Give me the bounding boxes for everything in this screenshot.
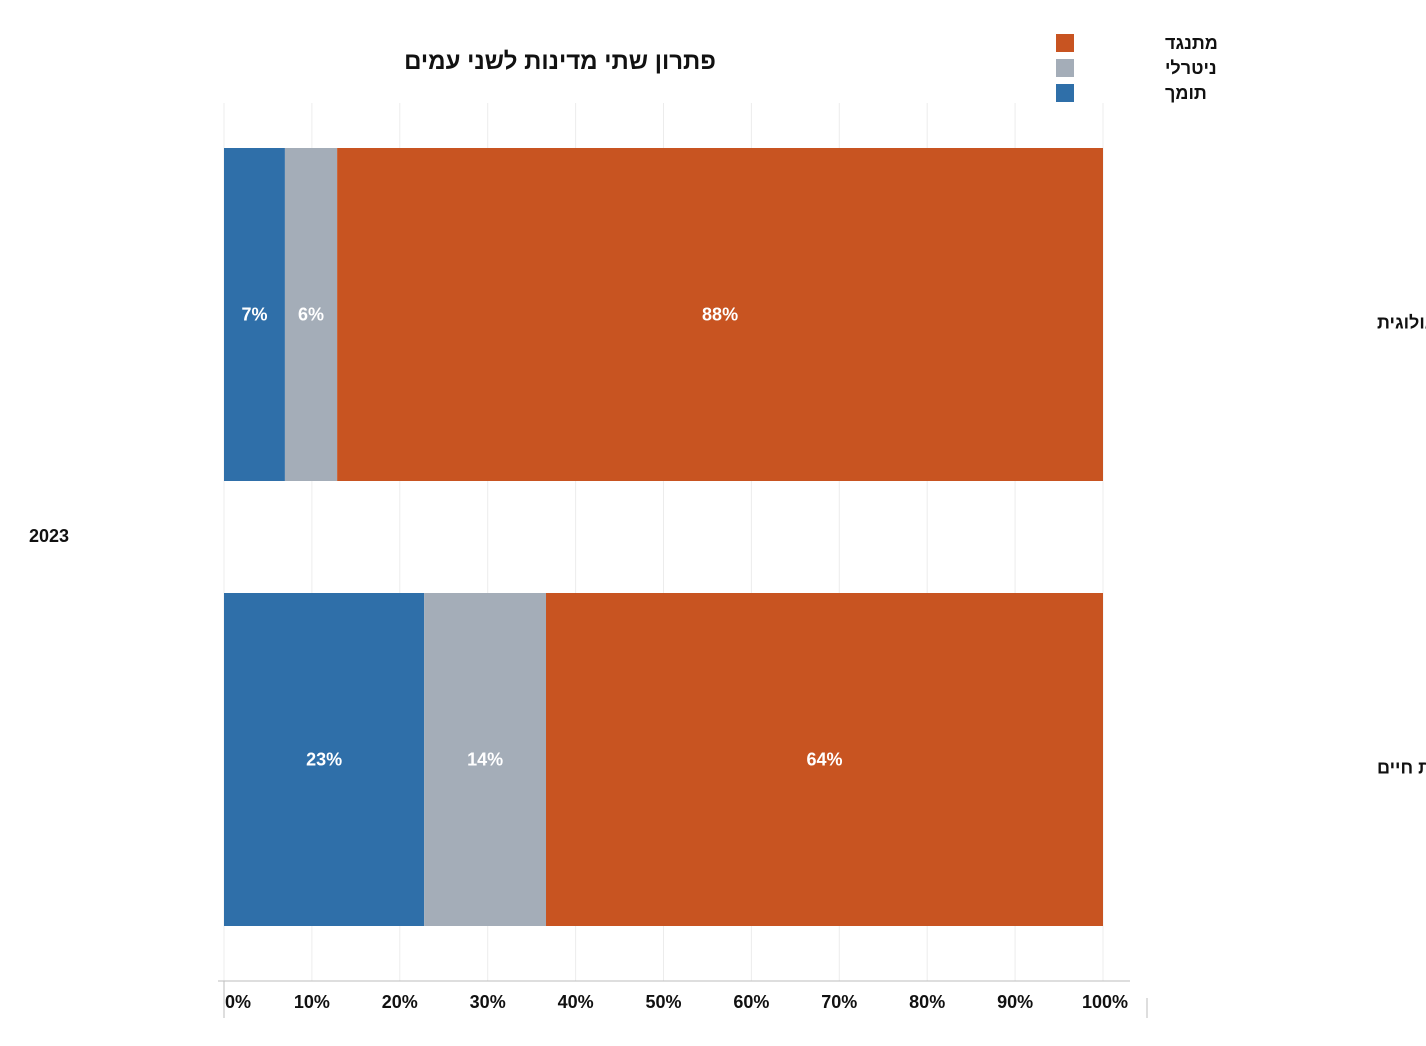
bar-segment — [424, 593, 547, 926]
legend-label: מתנגד — [1165, 33, 1218, 53]
x-tick-label: 10% — [294, 992, 330, 1012]
category-label: התיישבות איכות חיים — [1377, 758, 1426, 778]
data-label: 23% — [306, 750, 342, 770]
legend-swatch — [1056, 84, 1074, 102]
data-label: 6% — [298, 305, 324, 325]
labels-layer: 7% 6% 88% התיישבות אידיאולוגית 23% 14% 64% התיי… — [241, 305, 1426, 778]
bar-segment — [546, 593, 1103, 926]
data-label: 7% — [241, 305, 267, 325]
legend-swatch — [1056, 34, 1074, 52]
bar-segment — [337, 148, 1103, 481]
x-tick-label: 60% — [733, 992, 769, 1012]
x-tick-label: 50% — [645, 992, 681, 1012]
bar-segment — [284, 148, 338, 481]
x-tick-label: 40% — [558, 992, 594, 1012]
x-tick-label: 70% — [821, 992, 857, 1012]
bars-layer — [224, 148, 1103, 926]
x-tick-label: 0% — [225, 992, 251, 1012]
group-label: 2023 — [29, 526, 69, 546]
x-tick-label: 100% — [1082, 992, 1128, 1012]
x-tick-label: 20% — [382, 992, 418, 1012]
x-tick-label: 90% — [997, 992, 1033, 1012]
legend-swatch — [1056, 59, 1074, 77]
x-tick-label: 30% — [470, 992, 506, 1012]
legend-label: ניטרלי — [1165, 58, 1217, 78]
legend: מתנגד ניטרלי תומך — [1056, 33, 1218, 103]
data-label: 64% — [806, 750, 842, 770]
axis-layer: 0% 10% 20% 30% 40% 50% 60% 70% 80% 90% 100% — [218, 980, 1148, 1018]
bar-segment — [224, 593, 425, 926]
legend-label: תומך — [1165, 83, 1207, 103]
bar-segment — [224, 148, 285, 481]
data-label: 14% — [467, 750, 503, 770]
x-tick-label: 80% — [909, 992, 945, 1012]
chart-title: פתרון שתי מדינות לשני עמים — [404, 48, 716, 75]
data-label: 88% — [702, 305, 738, 325]
category-label: התיישבות אידיאולוגית — [1377, 313, 1426, 333]
